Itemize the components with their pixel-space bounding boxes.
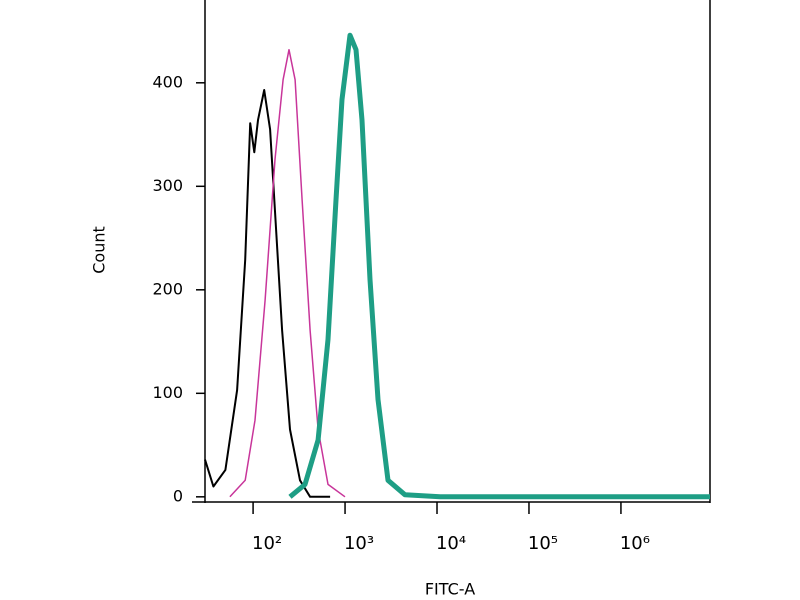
y-tick-label: 200	[152, 279, 183, 298]
series-line	[204, 89, 331, 498]
x-axis-label: FITC-A	[425, 580, 475, 599]
y-tick-label: 400	[152, 72, 183, 91]
y-axis-label: Count	[90, 226, 109, 274]
x-tick-label: 10⁶	[620, 533, 650, 554]
y-tick-label: 100	[152, 383, 183, 402]
x-tick-label: 10⁵	[528, 533, 558, 554]
x-tick-label: 10⁴	[436, 533, 466, 554]
series-line	[288, 32, 710, 500]
y-tick-label: 0	[173, 486, 183, 505]
y-tick-label: 300	[152, 176, 183, 195]
series-line	[229, 48, 346, 498]
x-tick-label: 10³	[344, 533, 374, 554]
x-tick-label: 10²	[252, 533, 282, 554]
